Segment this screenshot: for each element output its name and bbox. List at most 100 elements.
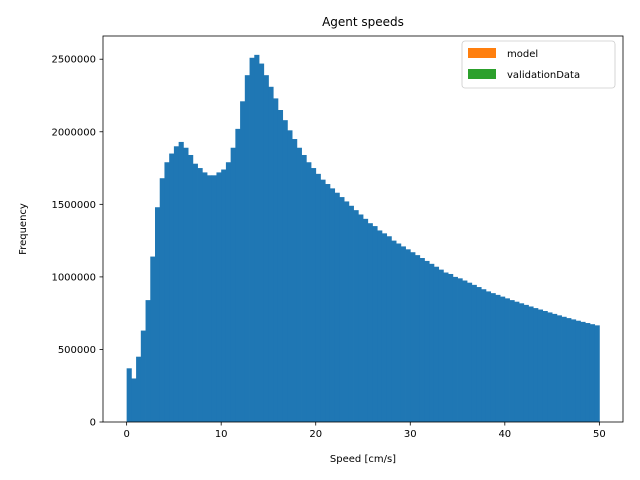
histogram-bar [552,313,558,422]
histogram-bar [377,230,383,422]
histogram-bar [183,147,189,423]
x-tick-label: 10 [215,429,228,440]
histogram-bar [131,378,137,422]
histogram-bar [533,308,539,422]
y-tick-label: 500000 [58,345,96,356]
histogram-bar [240,101,246,423]
histogram-bar [235,128,241,422]
histogram-bar [523,304,529,422]
histogram-bar [192,163,198,422]
histogram-bar [358,214,364,422]
histogram-bar [504,298,510,422]
y-axis-title: Frequency [18,203,29,255]
y-tick-label: 0 [90,418,96,429]
histogram-bar [500,296,506,422]
histogram-bar [452,276,458,422]
histogram-bar [396,243,402,422]
histogram-bar [287,130,293,422]
histogram-bar [542,310,548,422]
histogram-bar [306,162,312,422]
histogram-bar [211,175,217,422]
histogram-bar [173,146,180,423]
histogram-bar [164,162,170,422]
histogram-bar [391,240,397,422]
histogram-bar [400,246,406,422]
histogram-bar [537,309,544,422]
histogram-bar [457,278,463,422]
histogram-bar [547,312,553,422]
histogram-bar [485,291,492,422]
histogram-bar [207,175,213,422]
histogram-bar [249,57,255,423]
histogram-bar [580,321,586,422]
x-tick-label: 50 [593,429,606,440]
y-tick-label: 2500000 [51,55,96,66]
histogram-bar [169,153,175,423]
histogram-bar [353,210,359,422]
histogram-bar [315,173,321,422]
histogram-bar [329,188,336,422]
histogram-bar [225,162,232,422]
histogram-bar [575,320,581,422]
x-tick-label: 30 [404,429,417,440]
y-tick-label: 1500000 [51,200,96,211]
histogram-bar [348,205,354,422]
ticks-group: 0 10 20 30 40 50 0 500000 1000000 1500000 2000000 2… [51,55,605,440]
histogram-bar [311,168,317,422]
histogram-bar [372,226,378,422]
histogram-bar [339,197,345,422]
x-axis-title: Speed [cm/s] [330,454,396,465]
legend-swatch [468,48,496,58]
histogram-bar [561,316,567,422]
histogram-bar [263,75,269,423]
histogram-bar [490,293,496,422]
legend-swatch [468,69,496,79]
histogram-bar [221,169,227,422]
histogram-bar [594,325,600,422]
histogram-bar [282,120,288,423]
histogram-bar [419,258,425,422]
histogram-bar [202,172,208,422]
histogram-bar [566,318,572,422]
histogram-bar [188,154,194,423]
histogram-bar [467,282,473,422]
histogram-bar [159,178,165,422]
histogram-bar [230,147,236,423]
histogram-bar [320,179,326,422]
histogram-bar [277,110,284,422]
bars-group [126,54,600,423]
histogram-bar [585,323,591,422]
histogram-bar [481,289,487,422]
histogram-bar [150,256,156,422]
chart-title: Agent speeds [322,15,404,29]
histogram-bar [140,330,146,422]
x-tick-label: 40 [498,429,511,440]
axes-frame [102,35,624,423]
histogram-bar [476,287,482,422]
histogram-bar [254,54,260,423]
histogram-bar [589,324,596,422]
legend-label: validationData [507,70,580,81]
histogram-bar [448,273,454,422]
histogram-bar [334,192,340,422]
histogram-bar [268,86,274,422]
histogram-bar [259,63,265,422]
legend-label: model [507,49,538,60]
histogram-bar [405,249,411,422]
histogram-bar [471,284,477,422]
histogram-bar [244,75,250,423]
histogram-bar [367,223,373,422]
histogram-bar [216,172,222,422]
histogram-bar [571,319,577,422]
histogram-bar [145,300,151,422]
histogram-bar [556,315,562,422]
histogram-bar [325,184,331,422]
histogram-bar [178,141,184,422]
histogram-bar [292,139,298,422]
histogram-bar [296,147,302,423]
x-tick-label: 0 [123,429,129,440]
histogram-bar [462,280,468,422]
histogram-bar [344,201,350,422]
legend-box [461,40,616,89]
